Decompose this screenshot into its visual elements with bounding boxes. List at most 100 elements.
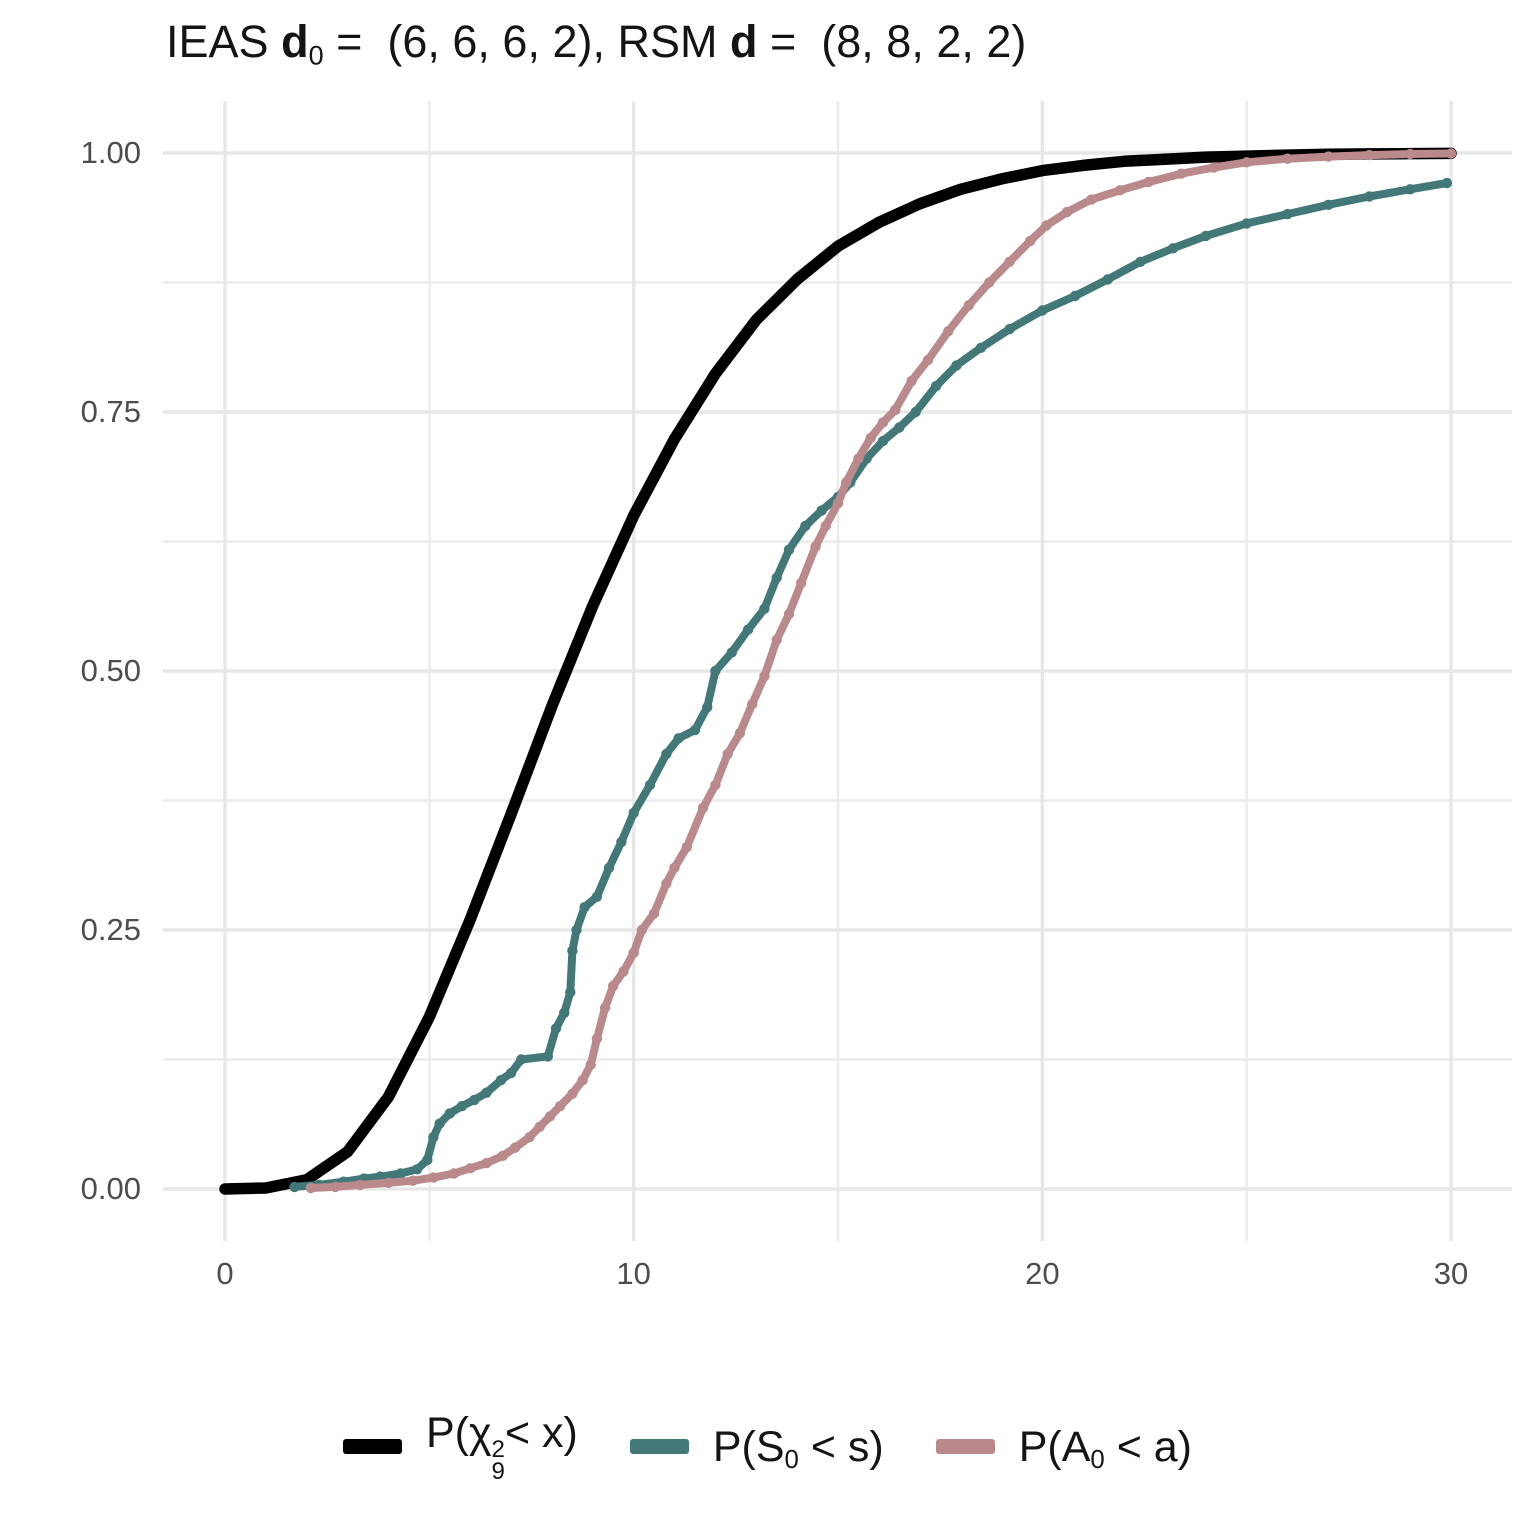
series-point-1 [579, 902, 590, 913]
series-point-1 [591, 891, 603, 902]
series-point-1 [1404, 184, 1416, 195]
series-point-2 [608, 980, 619, 992]
x-tick-label: 30 [1433, 1256, 1469, 1291]
series-point-1 [481, 1087, 492, 1098]
series-point-1 [428, 1132, 439, 1143]
legend-item-chi-squared-cdf: P(χ 2 9 < x) [342, 1408, 578, 1486]
series-point-1 [689, 724, 701, 736]
series-point-2 [1086, 194, 1097, 205]
legend-label-S0-ecdf: P(S0 < s) [712, 1422, 884, 1474]
series-point-2 [877, 417, 889, 428]
series-point-1 [673, 733, 684, 744]
series-point-1 [375, 1171, 386, 1182]
x-tick-label: 20 [1025, 1256, 1060, 1291]
series-point-1 [1200, 230, 1212, 242]
series-point-1 [930, 380, 942, 392]
series-point-1 [742, 624, 754, 635]
series-point-1 [495, 1075, 507, 1086]
series-point-2 [1404, 148, 1416, 160]
series-point-2 [1241, 157, 1252, 168]
x-tick-label: 10 [616, 1256, 651, 1291]
series-point-2 [832, 498, 844, 509]
legend-key-A0-ecdf [935, 1439, 995, 1455]
series-point-2 [510, 1142, 521, 1153]
series-point-2 [1024, 235, 1036, 247]
series-point-1 [951, 360, 962, 371]
series-line-1 [290, 179, 1451, 1191]
series-point-2 [524, 1132, 535, 1143]
series-point-2 [1114, 185, 1126, 196]
series-point-1 [434, 1118, 445, 1129]
series-point-1 [710, 665, 721, 677]
series-point-2 [648, 908, 660, 919]
series-point-1 [644, 779, 656, 791]
series-point-2 [865, 432, 876, 444]
legend-item-S0-ecdf: P(S0 < s) [629, 1422, 884, 1474]
series-point-1 [702, 702, 713, 713]
series-point-1 [726, 647, 737, 658]
series-point-1 [444, 1108, 455, 1119]
series-point-2 [305, 1182, 316, 1194]
series-point-1 [542, 1051, 553, 1062]
series-point-2 [906, 375, 917, 387]
series-point-2 [722, 748, 733, 760]
y-tick-label: 1.00 [80, 135, 141, 170]
series-point-2 [448, 1168, 460, 1179]
series-point-2 [943, 326, 954, 337]
series-point-2 [820, 520, 831, 532]
series-point-2 [554, 1100, 566, 1112]
series-point-2 [734, 728, 746, 739]
series-point-2 [567, 1088, 578, 1099]
series-point-1 [1004, 323, 1015, 335]
series-point-1 [628, 807, 639, 819]
series-point-2 [577, 1075, 588, 1086]
series-point-1 [395, 1168, 406, 1179]
y-tick-label: 0.50 [80, 653, 141, 688]
series-point-2 [759, 671, 770, 682]
series-point-2 [1323, 151, 1334, 162]
series-point-1 [422, 1154, 433, 1166]
series-point-2 [710, 779, 721, 791]
series-point-2 [984, 277, 995, 288]
series-point-2 [669, 862, 680, 873]
series-point-2 [585, 1059, 596, 1070]
series-point-2 [1061, 206, 1073, 218]
series-point-2 [428, 1172, 439, 1183]
plot-svg [163, 101, 1512, 1241]
series-point-2 [841, 477, 852, 488]
series-point-2 [697, 802, 709, 813]
series-point-1 [1102, 274, 1113, 285]
series-point-1 [910, 406, 921, 418]
series-point-1 [894, 422, 905, 433]
series-point-2 [747, 699, 758, 710]
series-point-1 [1441, 177, 1453, 189]
series-point-1 [571, 924, 582, 936]
series-point-2 [534, 1121, 545, 1132]
y-tick-label: 0.75 [80, 394, 141, 429]
series-point-1 [567, 945, 578, 956]
series-point-1 [1167, 243, 1179, 254]
series-point-2 [796, 577, 807, 589]
series-point-1 [1323, 199, 1334, 210]
series-point-1 [1282, 208, 1293, 220]
series-point-2 [599, 1002, 611, 1013]
series-point-1 [800, 520, 811, 532]
series-point-1 [1037, 305, 1048, 316]
series-point-1 [456, 1100, 468, 1112]
series-point-2 [890, 404, 901, 416]
plot-panel [163, 101, 1512, 1241]
series-point-2 [1445, 148, 1457, 159]
series-point-2 [963, 300, 974, 311]
x-tick-label: 0 [216, 1256, 234, 1291]
series-point-1 [616, 836, 627, 848]
series-point-2 [1041, 220, 1052, 231]
legend-label-A0-ecdf: P(A0 < a) [1018, 1422, 1193, 1474]
series-point-1 [771, 572, 782, 583]
series-point-2 [1176, 168, 1187, 179]
chart-title: IEAS d0 = (6, 6, 6, 2), RSM d = (8, 8, 2… [166, 16, 1027, 71]
series-point-2 [481, 1157, 492, 1169]
series-point-1 [1069, 290, 1081, 302]
series-point-1 [289, 1181, 300, 1193]
